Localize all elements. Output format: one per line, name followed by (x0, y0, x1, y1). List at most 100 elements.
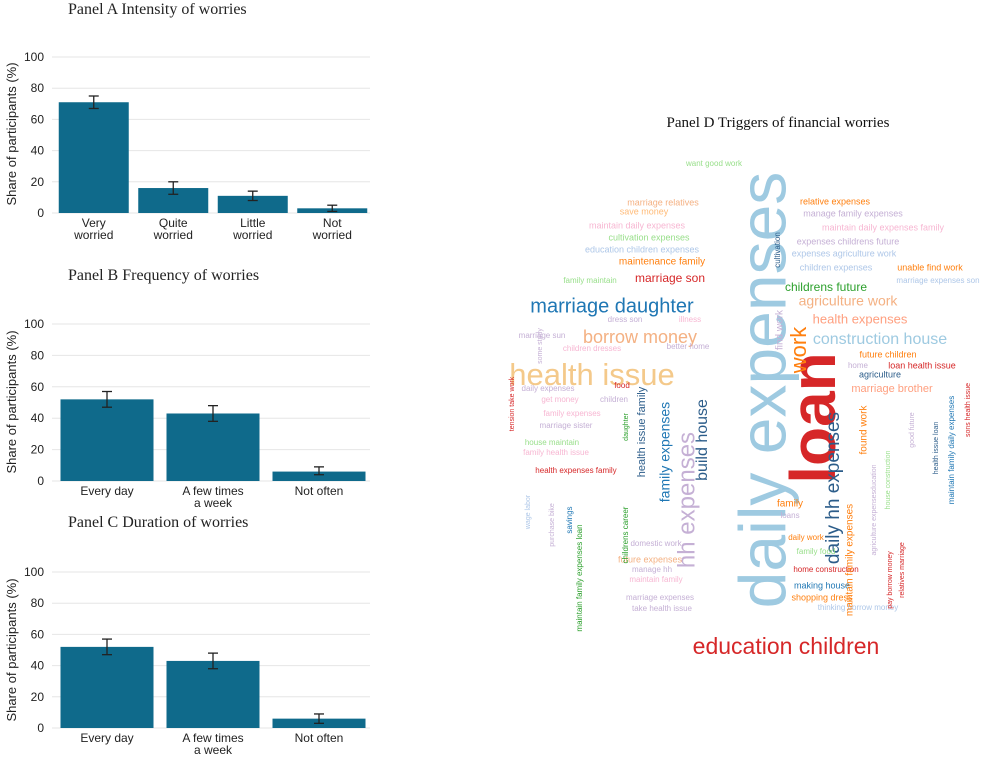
wordcloud-word: thinking borrow money (818, 603, 898, 612)
wordcloud-word: health issue family (636, 386, 648, 477)
wordcloud-word: unable find work (897, 262, 963, 272)
wordcloud-word: marriage brother (851, 383, 933, 395)
wordcloud-word: sons health issue (965, 383, 972, 437)
wordcloud-word: save money (620, 206, 669, 216)
wordcloud-word: home construction (793, 565, 858, 574)
wordcloud-word: daily expenses (725, 172, 799, 609)
wordcloud-word: build house (694, 399, 711, 481)
x-tick-label: Not (323, 216, 342, 230)
wordcloud-word: manage hh (632, 565, 672, 574)
wordcloud-word: get money (541, 395, 578, 404)
y-tick-label: 60 (31, 380, 45, 394)
wordcloud-word: tension take work (509, 376, 516, 431)
bar (60, 646, 154, 728)
y-tick-label: 60 (31, 112, 45, 126)
x-tick-label: worried (232, 228, 272, 242)
wordcloud-word: savings (565, 506, 574, 533)
wordcloud-word: manage family expenses (803, 208, 903, 218)
wordcloud-word: children (600, 395, 628, 404)
x-tick-label: A few times (182, 731, 243, 745)
wordcloud-word: found work (859, 405, 870, 455)
wordcloud-word: relatives marriage (899, 542, 906, 598)
bar (272, 471, 366, 481)
wordcloud-word: education children (693, 633, 880, 659)
bar (166, 660, 260, 728)
x-tick-label: a week (194, 743, 233, 757)
wordcloud-word: better home (667, 342, 710, 351)
panel-title: Panel B Frequency of worries (68, 267, 259, 284)
wordcloud-word: family (777, 499, 803, 510)
wordcloud-word: health issue loan (933, 422, 940, 475)
wordcloud-word: health expenses family (535, 466, 616, 475)
wordcloud-word: maintain family expenses loan (575, 524, 584, 631)
wordcloud-word: future children (859, 349, 916, 359)
wordcloud-word: cultivation (773, 232, 782, 268)
wordcloud-word: maintain daily expenses family (822, 222, 945, 232)
wordcloud-word: loan (777, 352, 849, 484)
wordcloud-word: health issue (509, 357, 674, 392)
wordcloud-word: family maintain (563, 276, 616, 285)
wordcloud-word: find work (775, 309, 786, 350)
x-tick-label: Very (82, 216, 106, 230)
wordcloud-word: family food (797, 547, 836, 556)
wordcloud-word: purchase bike (549, 503, 556, 547)
wordcloud-word: agriculture expensesducation (871, 464, 878, 555)
y-tick-label: 20 (31, 443, 45, 457)
y-tick-label: 0 (37, 721, 44, 735)
wordcloud-word: borrow money (583, 327, 697, 347)
wordcloud-word: cultivation expenses (608, 232, 690, 242)
x-tick-label: Every day (80, 484, 133, 498)
y-tick-label: 0 (37, 474, 44, 488)
y-tick-label: 20 (31, 690, 45, 704)
y-tick-label: 80 (31, 81, 45, 95)
wordcloud-word: dress son (608, 315, 643, 324)
x-tick-label: Not often (295, 731, 344, 745)
x-tick-label: Quite (159, 216, 188, 230)
y-tick-label: 100 (24, 317, 44, 331)
wordcloud-word: children dresses (563, 344, 621, 353)
wordcloud-word: food (614, 381, 630, 390)
wordcloud-word: agriculture (859, 369, 901, 379)
panel-c-chart: Panel C Duration of worries Share of part… (4, 514, 370, 757)
y-tick-label: 60 (31, 627, 45, 641)
wordcloud-word: agriculture work (799, 293, 899, 309)
wordcloud-word: work (786, 326, 811, 374)
wordcloud-word: family expenses (657, 402, 673, 502)
wordcloud-word: daily work (788, 533, 825, 542)
bar (60, 399, 154, 481)
wordcloud-word: health expenses (813, 311, 908, 326)
wordcloud-word: house construction (885, 451, 892, 510)
wordcloud-word: pay borrow money (887, 551, 894, 609)
bar (166, 413, 260, 481)
wordcloud-word: expenses agriculture work (792, 248, 897, 258)
panel-b-chart: Panel B Frequency of worries Share of par… (4, 267, 370, 510)
wordcloud-word: good future (909, 412, 916, 448)
panel-d-wordcloud: Panel D Triggers of financial worries dai… (509, 115, 980, 659)
y-tick-label: 40 (31, 144, 45, 158)
wordcloud-word: marriage expenses (626, 593, 694, 602)
wordcloud-word: take health issue (632, 604, 693, 613)
wordcloud-word: future expenses (618, 554, 683, 564)
x-tick-label: worried (153, 228, 193, 242)
wordcloud-word: loan health issue (888, 360, 956, 370)
y-tick-label: 40 (31, 411, 45, 425)
y-tick-label: 100 (24, 565, 44, 579)
wordcloud-word: some study (537, 328, 544, 364)
wordcloud-word: home (848, 361, 869, 370)
wordcloud-word: daily hh expenses (823, 412, 844, 564)
wordcloud-word: marriage son (635, 271, 705, 285)
panel-title: Panel D Triggers of financial worries (667, 115, 890, 131)
y-axis-label: Share of participants (%) (4, 330, 19, 473)
wordcloud-word: maintain family (629, 575, 682, 584)
x-tick-label: Little (240, 216, 266, 230)
wordcloud-word: maintenance family (619, 257, 705, 268)
x-tick-label: worried (312, 228, 352, 242)
wordcloud-word: marriage relatives (627, 197, 699, 207)
y-tick-label: 80 (31, 348, 45, 362)
y-tick-label: 80 (31, 596, 45, 610)
wordcloud-word: hh expenses (673, 432, 700, 568)
y-axis-label: Share of participants (%) (4, 62, 19, 205)
wordcloud-word: shopping dress (791, 592, 853, 602)
wordcloud-word: house maintain (525, 438, 579, 447)
